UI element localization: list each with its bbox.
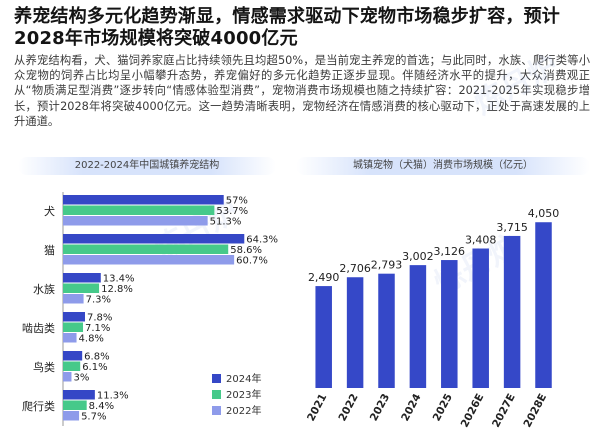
bar-2023年 [63, 322, 84, 332]
bar [378, 273, 395, 388]
data-label: 4.8% [79, 334, 104, 345]
bar-2022年 [63, 255, 235, 265]
pet-structure-bar-chart: 犬 57%53.7%51.3% 猫 64.3%58.6%60.7% 水族 13.4%12.… [22, 192, 278, 426]
pet-structure-chart-title: 2022-2024年中国城镇养宠结构 [18, 157, 276, 175]
bar-2023年 [63, 400, 87, 410]
data-label: 2,706 [339, 262, 371, 275]
legend-swatch [212, 390, 221, 399]
category-label: 犬 [44, 204, 55, 218]
bar [472, 248, 489, 388]
bar [315, 286, 332, 388]
data-label: 51.3% [210, 217, 242, 228]
data-label: 6.1% [82, 362, 107, 373]
intro-paragraph: 从养宠结构看，犬、猫饲养家庭占比持续领先且均超50%，是当前宠主养宠的首选；与此… [14, 54, 590, 128]
bar-2023年 [63, 205, 215, 215]
legend-swatch [212, 374, 221, 383]
data-label: 60.7% [236, 256, 268, 267]
bar-2024年 [63, 312, 85, 322]
bar-2024年 [63, 234, 245, 244]
data-label: 7.3% [86, 295, 111, 306]
data-label: 3,126 [434, 245, 466, 258]
bar-2024年 [63, 351, 83, 361]
bar-2022年 [63, 372, 72, 382]
bar-2023年 [63, 283, 100, 293]
data-label: 12.8% [101, 284, 133, 295]
data-label: 4,050 [528, 207, 560, 220]
category-label: 水族 [33, 282, 55, 296]
data-label: 6.8% [84, 352, 109, 363]
data-label: 11.3% [97, 391, 129, 402]
legend-label: 2022年 [226, 404, 261, 417]
data-label: 7.1% [85, 323, 110, 334]
data-label: 64.3% [246, 235, 278, 246]
legend-swatch [212, 406, 221, 415]
category-label: 猫 [44, 244, 55, 257]
legend-label: 2023年 [226, 388, 261, 401]
bar [535, 222, 552, 388]
data-label: 58.6% [230, 245, 262, 256]
market-size-chart-title: 城镇宠物（犬猫）消费市场规模（亿元） [296, 157, 590, 175]
x-tick-label: 2028E [521, 392, 549, 430]
data-label: 5.7% [81, 412, 106, 423]
bar-2022年 [63, 333, 77, 343]
data-label: 2,490 [308, 271, 340, 284]
bar-2023年 [63, 361, 81, 371]
x-tick-label: 2023 [368, 392, 392, 423]
bar [441, 260, 458, 388]
x-tick-label: 2021 [305, 392, 329, 423]
bar-2023年 [63, 244, 229, 254]
data-label: 3,408 [465, 234, 497, 247]
data-label: 7.8% [87, 313, 112, 324]
bar-2022年 [63, 294, 84, 304]
x-tick-label: 2027E [490, 392, 518, 430]
data-label: 3,715 [496, 221, 527, 234]
bar-2022年 [63, 411, 80, 421]
category-label: 鸟类 [33, 360, 55, 374]
category-label: 啮齿类 [22, 321, 55, 335]
market-size-bar-chart: 2,490 2021 2,706 2022 2,793 2023 3,002 2024 3,12… [305, 207, 560, 430]
data-label: 8.4% [89, 401, 114, 412]
bar [346, 277, 364, 388]
bar [503, 235, 521, 388]
x-tick-label: 2026E [459, 392, 487, 430]
x-tick-label: 2024 [399, 392, 423, 423]
legend-label: 2024年 [226, 372, 261, 385]
data-label: 57% [226, 196, 248, 207]
page-title: 养宠结构多元化趋势渐显，情感需求驱动下宠物市场稳步扩容，预计2028年市场规模将… [14, 6, 560, 49]
data-label: 53.7% [216, 206, 248, 217]
data-label: 13.4% [103, 274, 135, 285]
bar-2022年 [63, 216, 208, 226]
data-label: 2,793 [371, 259, 403, 272]
x-tick-label: 2025 [431, 392, 455, 423]
bar-2024年 [63, 273, 101, 283]
category-label: 爬行类 [22, 399, 55, 413]
data-label: 3% [73, 373, 89, 384]
data-label: 3,002 [402, 250, 434, 263]
bar-2024年 [63, 390, 95, 400]
bar-2024年 [63, 195, 224, 205]
bar [409, 265, 427, 388]
x-tick-label: 2022 [336, 392, 360, 423]
